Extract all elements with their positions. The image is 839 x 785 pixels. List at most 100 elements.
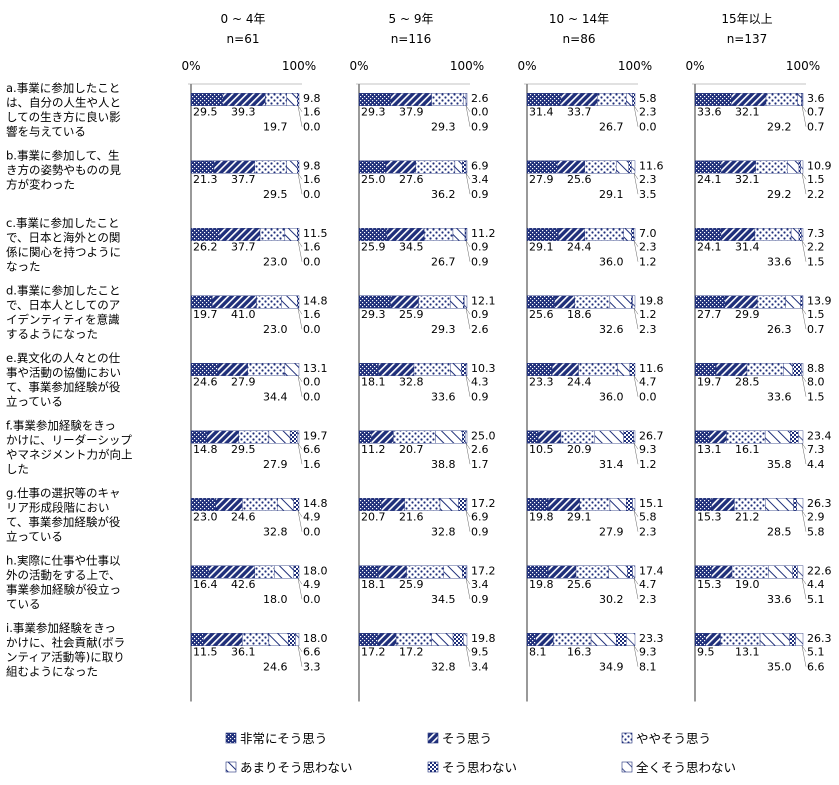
leader-line [297,645,303,652]
bar-segment-1 [190,633,204,646]
bar-segment-1 [694,363,717,376]
category-label: 係に関心を持つように [6,245,121,259]
data-label: 6.9 [471,160,489,173]
bar-segment-5 [293,498,300,511]
bar-segment-1 [358,633,378,646]
leader-line [465,240,471,262]
data-label: 15.3 [697,578,722,591]
data-label: 2.3 [639,323,657,336]
data-label: 0.0 [639,121,657,134]
data-label: 17.2 [399,646,424,659]
leader-line [297,510,303,532]
tick-label-100: 100% [786,59,820,73]
data-label: 32.1 [735,173,760,186]
data-label: 37.7 [231,241,256,254]
data-label: 19.8 [529,511,554,524]
bar-segment-4 [609,295,632,309]
leader-line [465,173,471,195]
leader-line [633,375,639,397]
leader-line [297,443,303,450]
data-label: 33.6 [697,106,722,119]
bar-segment-6 [632,498,636,511]
data-label: 2.3 [639,173,657,186]
category-label: リア形成段階におい [6,501,110,515]
bar-segment-3 [584,160,617,174]
bar-segment-4 [286,160,298,174]
bar-segment-5 [293,565,300,579]
tick-label-100: 100% [618,59,652,73]
data-label: 32.8 [431,526,456,539]
bar-segment-4 [435,430,463,444]
data-label: 19.8 [639,295,664,308]
category-label: b.事業に参加して、生 [6,149,120,163]
bar-segment-3 [720,633,761,646]
data-label: 29.9 [735,308,760,321]
bar-segment-6 [465,565,468,579]
leader-line [801,173,807,195]
bar-segment-1 [190,227,220,241]
leader-line [633,645,639,667]
data-label: 19.7 [263,121,288,134]
bar-segment-3 [259,227,286,241]
data-label: 17.2 [471,565,496,578]
bar-segment-4 [785,295,801,309]
bar-segment-1 [190,430,208,444]
bar-segment-6 [798,430,804,444]
data-label: 36.1 [231,646,256,659]
leader-line [633,443,639,450]
tick-label-100: 100% [450,59,484,73]
data-label: 9.8 [303,92,321,105]
leader-line [297,308,303,315]
bar-segment-6 [295,633,300,646]
data-label: 2.2 [807,188,825,201]
bar-segment-4 [765,498,794,511]
data-label: 0.0 [303,256,321,269]
data-label: 6.6 [303,646,321,659]
data-label: 0.7 [807,121,825,134]
bar-segment-3 [247,363,286,376]
data-label: 27.9 [263,458,288,471]
data-label: 26.3 [807,497,832,510]
leader-line [633,240,639,262]
data-label: 13.9 [807,295,832,308]
data-label: 36.0 [599,391,624,404]
leader-line [465,578,471,600]
leader-line [465,308,471,315]
data-label: 13.1 [303,362,328,375]
bar-segment-2 [381,498,405,511]
leader-line [465,443,471,465]
leader-line [801,308,807,330]
category-label: 方が変わった [6,178,75,192]
data-label: 8.1 [529,646,547,659]
data-label: 29.2 [767,121,792,134]
data-label: 3.4 [471,173,489,186]
data-label: 4.9 [303,578,321,591]
bar-segment-1 [694,160,722,174]
data-label: 4.7 [639,376,657,389]
category-label: c.事業に参加したこと [6,216,119,230]
data-label: 24.1 [697,241,722,254]
bar-segment-4 [617,363,631,376]
data-label: 15.1 [639,497,664,510]
bar-segment-5 [458,498,467,511]
data-label: 23.4 [807,430,832,443]
data-label: 21.2 [735,511,760,524]
bar-segment-2 [554,295,575,309]
bar-segment-3 [584,227,624,241]
category-label: かけに、社会貢献(ボラ [6,636,125,650]
panel-title: 15年以上 [721,12,772,26]
data-label: 2.3 [639,593,657,606]
data-label: 19.8 [529,578,554,591]
bar-segment-2 [560,92,598,106]
leader-line [297,578,303,600]
data-label: 7.3 [807,443,825,456]
bar-segment-2 [558,227,585,241]
leader-line [297,173,303,195]
data-label: 5.1 [807,593,825,606]
data-label: 38.8 [431,458,456,471]
data-label: 0.9 [471,526,489,539]
data-label: 41.0 [231,308,256,321]
leader-line [297,645,303,667]
data-label: 9.5 [471,646,489,659]
data-label: 37.9 [399,106,424,119]
